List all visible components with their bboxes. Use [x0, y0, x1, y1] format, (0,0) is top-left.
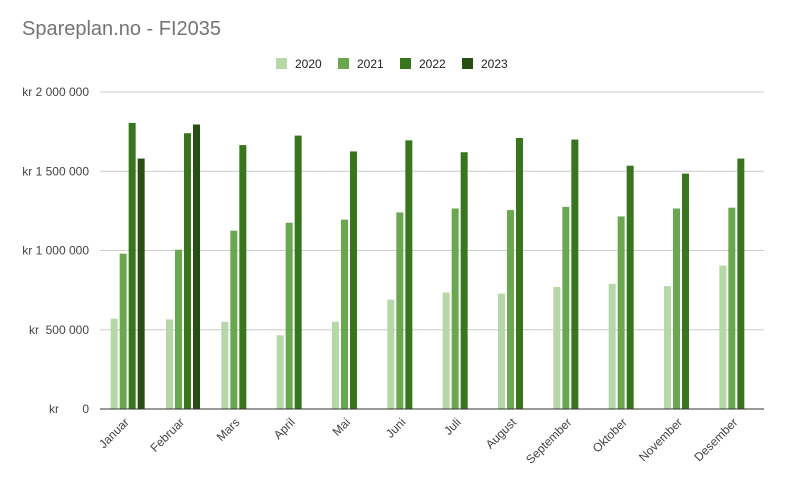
x-tick-label: Januar — [96, 415, 132, 451]
bar-2021-Februar — [175, 249, 182, 409]
bar-2021-Mai — [341, 219, 348, 409]
bar-2022-Oktober — [626, 165, 634, 409]
bar-2021-August — [507, 210, 514, 409]
gridlines — [100, 91, 764, 331]
bar-2023-Februar — [193, 124, 200, 410]
x-tick-label: April — [271, 415, 298, 442]
bar-2022-Mai — [350, 151, 357, 409]
bar-2020-Mai — [332, 321, 339, 409]
bar-2022-Mars — [239, 145, 247, 409]
y-tick-label: kr 1 500 000 — [22, 164, 89, 178]
legend-label: 2021 — [357, 57, 384, 71]
bar-2022-Desember — [737, 158, 745, 409]
y-tick-label: kr 0 — [49, 402, 89, 416]
bar-2022-Juli — [460, 152, 468, 410]
bar-2020-September — [553, 286, 561, 409]
bar-2020-Mars — [221, 321, 229, 409]
bar-2021-September — [562, 206, 570, 409]
bar-2021-November — [673, 208, 680, 409]
bar-2022-September — [571, 139, 579, 410]
bar-2020-April — [276, 335, 284, 409]
y-axis: kr 0 kr 500 000 kr 1 000 000 kr 1 500 000 kr… — [22, 85, 89, 416]
y-tick-label: kr 500 000 — [29, 323, 89, 337]
bar-2021-April — [285, 222, 293, 409]
legend-label: 2023 — [481, 57, 508, 71]
bar-2022-Juni — [405, 140, 413, 409]
bar-2022-April — [294, 135, 302, 409]
bars — [110, 122, 745, 410]
bar-2023-Januar — [137, 158, 145, 409]
legend-swatch-2022 — [400, 58, 411, 69]
legend-swatch-2023 — [462, 58, 473, 69]
x-tick-label: Mars — [214, 415, 243, 444]
bar-2022-Februar — [184, 133, 191, 409]
bar-2022-August — [516, 137, 523, 409]
y-tick-label: kr 2 000 000 — [22, 85, 89, 99]
bar-2022-Januar — [128, 122, 136, 409]
legend-swatch-2021 — [338, 58, 349, 69]
bar-2020-August — [498, 293, 505, 409]
bar-2021-Mars — [230, 230, 238, 409]
bar-2020-Juli — [442, 292, 450, 409]
bar-2021-Oktober — [617, 216, 625, 409]
bar-2021-Desember — [728, 207, 736, 409]
bar-2020-Februar — [166, 319, 173, 409]
x-tick-label: Desember — [691, 415, 740, 464]
bar-2020-Juni — [387, 299, 395, 409]
x-tick-label: Oktober — [590, 415, 630, 455]
bar-2021-Juli — [451, 208, 459, 409]
x-tick-label: November — [636, 415, 685, 464]
x-tick-label: August — [483, 415, 520, 452]
bar-2021-Januar — [119, 253, 127, 409]
bar-2022-November — [682, 173, 689, 409]
legend-label: 2020 — [295, 57, 322, 71]
x-tick-label: September — [523, 415, 574, 466]
bar-2020-Oktober — [608, 283, 616, 409]
y-tick-label: kr 1 000 000 — [22, 244, 89, 258]
bar-2020-Desember — [719, 265, 727, 409]
x-axis: Januar Februar Mars April Mai Juni Juli August S… — [96, 415, 741, 467]
x-tick-label: Juni — [383, 415, 408, 440]
x-tick-label: Juli — [441, 415, 464, 438]
chart-title: Spareplan.no - FI2035 — [22, 18, 222, 40]
bar-2020-Januar — [110, 318, 118, 409]
x-tick-label: Mai — [330, 415, 354, 439]
bar-2020-November — [664, 286, 671, 409]
x-tick-label: Februar — [148, 415, 188, 455]
bar-2021-Juni — [396, 212, 404, 409]
legend-swatch-2020 — [276, 58, 287, 69]
legend-label: 2022 — [419, 57, 446, 71]
legend: 2020 2021 2022 2023 — [276, 57, 508, 71]
